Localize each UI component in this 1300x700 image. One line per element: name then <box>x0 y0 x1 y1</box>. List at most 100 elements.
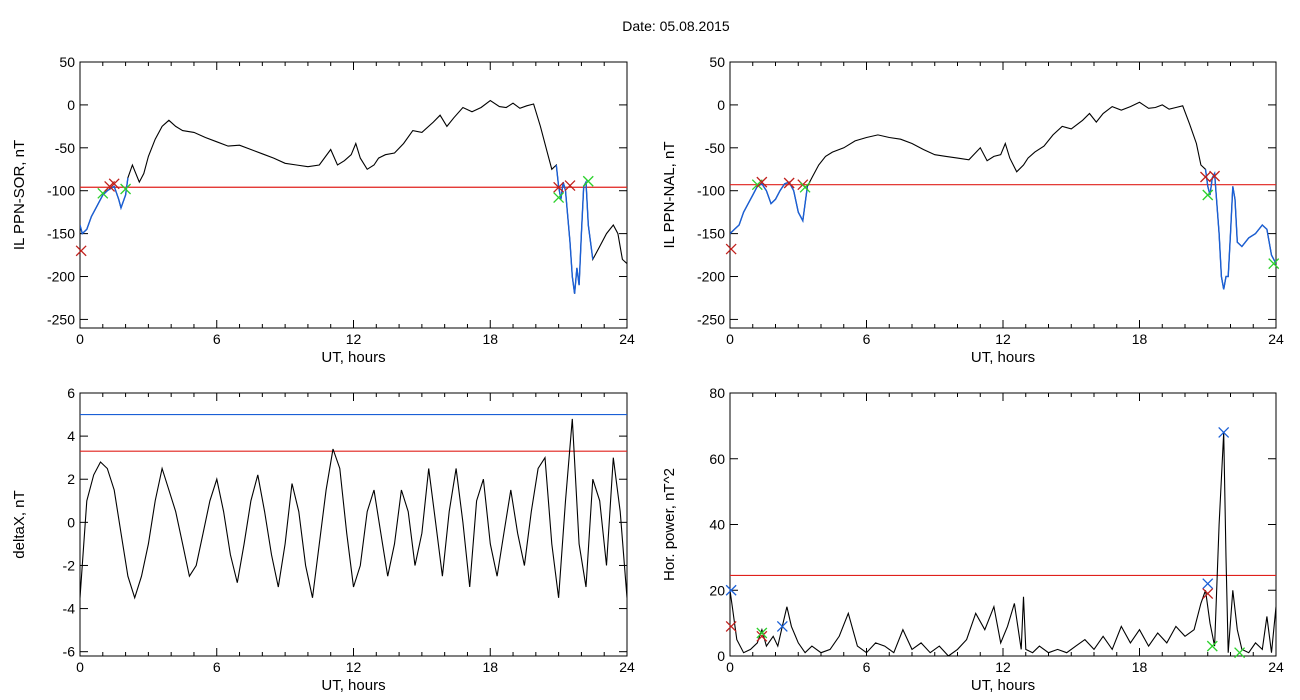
marker-red <box>1209 170 1221 182</box>
marker-stroke <box>75 245 87 257</box>
marker-red <box>564 180 576 192</box>
series-line <box>730 101 1276 290</box>
marker-red <box>725 243 737 255</box>
marker-stroke <box>553 181 565 193</box>
marker-stroke <box>1268 258 1280 270</box>
panel-top-left: 0 6 12 18 24 50 0 -50 -100 -150 -200 -250 UT, hours I… <box>11 54 635 366</box>
x-tick-label: 24 <box>1268 659 1284 675</box>
y-tick-label: 20 <box>709 582 725 598</box>
y-tick-label: -100 <box>47 183 75 199</box>
x-tick-label: 12 <box>346 331 362 347</box>
marker-red <box>1200 171 1211 183</box>
marker-green <box>1268 258 1280 270</box>
marker-stroke <box>553 192 565 204</box>
marker-stroke <box>1218 426 1230 438</box>
x-tick-label: 18 <box>1132 331 1148 347</box>
x-tick-label: 0 <box>76 331 84 347</box>
marker-green <box>799 181 811 193</box>
y-axis-label: Hor. power, nT^2 <box>661 468 678 581</box>
marker-stroke <box>756 630 768 642</box>
y-tick-label: -50 <box>55 140 75 156</box>
marker-green <box>1206 640 1218 652</box>
marker-stroke <box>108 178 120 190</box>
series-line <box>80 418 627 600</box>
series-line <box>80 99 627 294</box>
marker-green <box>120 183 132 195</box>
marker-stroke <box>120 183 132 195</box>
y-tick-label: -150 <box>47 226 75 242</box>
y-tick-label: 50 <box>59 54 75 70</box>
marker-green <box>1234 647 1246 659</box>
panel-bottom-left: 0 6 12 18 24 6 4 2 0 -2 -4 -6 UT, hours deltaX, nT <box>11 385 635 694</box>
y-tick-label: 0 <box>67 514 75 530</box>
marker-stroke <box>1202 588 1214 599</box>
y-axis-label: deltaX, nT <box>11 490 28 558</box>
marker-red <box>783 177 795 189</box>
panel-bottom-right: 0 6 12 18 24 80 60 40 20 0 UT, hours Hor. power, nT… <box>661 385 1284 694</box>
marker-green <box>756 627 768 639</box>
marker-red <box>725 620 737 632</box>
marker-red <box>756 630 768 642</box>
y-tick-label: 40 <box>709 517 725 533</box>
x-axis-label: UT, hours <box>321 677 385 694</box>
x-tick-label: 24 <box>1268 331 1284 347</box>
x-tick-label: 6 <box>213 331 221 347</box>
x-tick-label: 0 <box>76 659 84 675</box>
y-axis-label: IL PPN-NAL, nT <box>661 142 678 249</box>
marker-stroke <box>1234 647 1246 659</box>
x-tick-label: 12 <box>995 331 1011 347</box>
y-tick-label: 0 <box>717 97 725 113</box>
y-tick-label: -50 <box>705 140 725 156</box>
marker-stroke <box>799 181 811 193</box>
marker-stroke <box>582 175 594 187</box>
marker-red <box>756 176 768 188</box>
y-tick-label: 2 <box>67 471 75 487</box>
marker-green <box>582 175 594 187</box>
marker-red <box>108 178 120 190</box>
marker-blue <box>1218 426 1230 438</box>
marker-red <box>75 245 87 257</box>
marker-stroke <box>1200 171 1211 183</box>
y-tick-label: 0 <box>717 648 725 664</box>
x-tick-label: 18 <box>1132 659 1148 675</box>
x-tick-label: 24 <box>619 331 635 347</box>
x-axis-label: UT, hours <box>321 349 385 366</box>
x-tick-label: 0 <box>726 659 734 675</box>
y-tick-label: -100 <box>697 183 725 199</box>
x-tick-label: 12 <box>995 659 1011 675</box>
marker-stroke <box>725 620 737 632</box>
y-tick-label: -200 <box>697 269 725 285</box>
marker-stroke <box>725 584 737 596</box>
series-highlight <box>1204 169 1276 290</box>
y-tick-label: -6 <box>63 644 76 660</box>
series-highlight <box>730 181 809 235</box>
x-tick-label: 24 <box>619 659 635 675</box>
marker-blue <box>776 620 788 632</box>
marker-green <box>553 192 565 204</box>
marker-blue <box>1202 578 1214 590</box>
marker-stroke <box>1202 189 1214 201</box>
chart-title: Date: 05.08.2015 <box>622 18 730 34</box>
marker-stroke <box>1209 170 1221 182</box>
x-tick-label: 6 <box>863 331 871 347</box>
x-tick-label: 18 <box>482 331 498 347</box>
y-tick-label: 4 <box>67 428 75 444</box>
panel-top-right: 0 6 12 18 24 50 0 -50 -100 -150 -200 -250 UT, hours I… <box>661 54 1284 366</box>
x-tick-label: 12 <box>346 659 362 675</box>
plot-frame <box>79 61 628 329</box>
x-tick-label: 6 <box>213 659 221 675</box>
marker-stroke <box>725 243 737 255</box>
x-tick-label: 18 <box>482 659 498 675</box>
marker-green <box>1202 189 1214 201</box>
series-line <box>730 432 1276 656</box>
y-tick-label: -250 <box>697 311 725 327</box>
marker-red <box>1202 588 1214 599</box>
x-tick-label: 0 <box>726 331 734 347</box>
plot-frame <box>79 392 628 657</box>
y-tick-label: 6 <box>67 385 75 401</box>
y-tick-label: 50 <box>709 54 725 70</box>
marker-stroke <box>783 177 795 189</box>
y-tick-label: -2 <box>63 557 76 573</box>
x-tick-label: 6 <box>863 659 871 675</box>
